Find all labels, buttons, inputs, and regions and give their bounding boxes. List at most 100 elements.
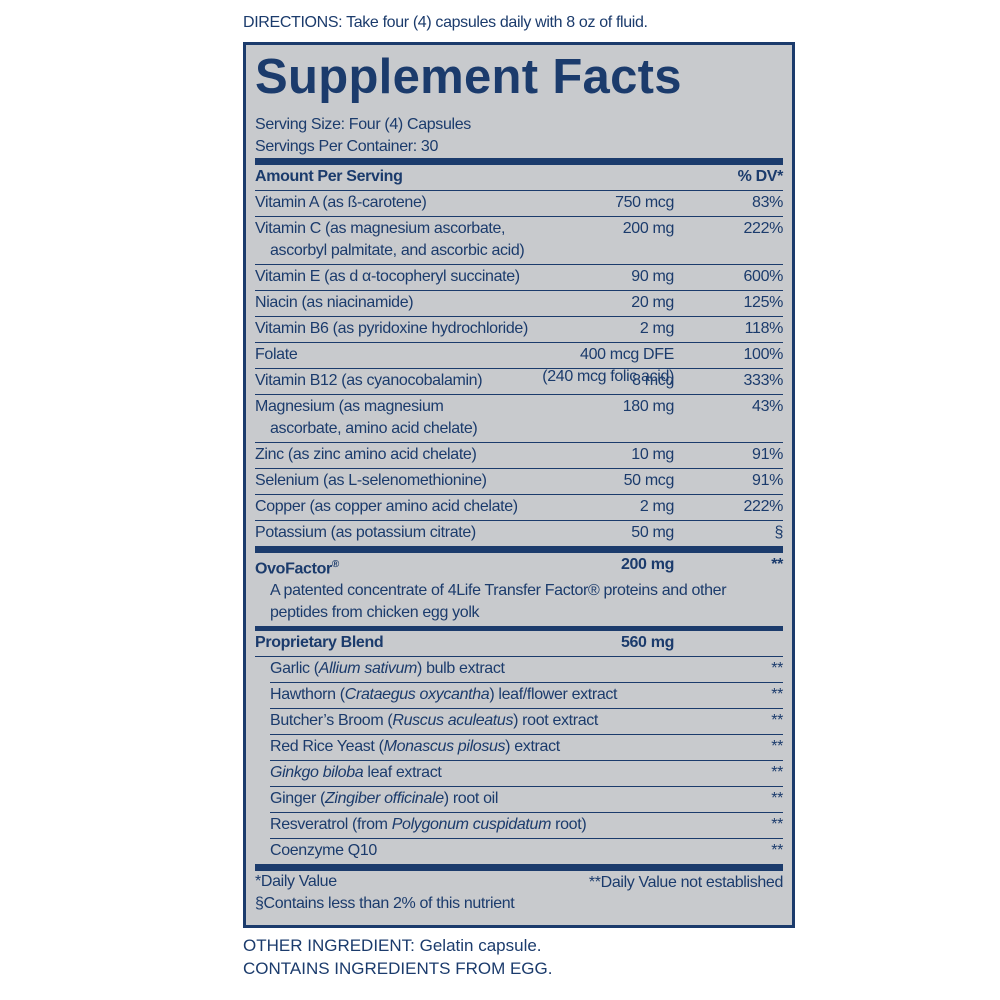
ingredient-row: Hawthorn (Crataegus oxycantha) leaf/flow… [270,683,783,710]
nutrient-amount-cell: 2 mg [639,496,675,518]
nutrient-name: ascorbyl palmitate, and ascorbic acid) [270,242,525,259]
registered-mark: ® [331,559,339,570]
nutrient-row: Vitamin C (as magnesium ascorbate, ascorb… [255,217,783,265]
facts-panel: Supplement Facts Serving Size: Four (4) C… [243,42,795,928]
ingredient-name: Resveratrol (from Polygonum cuspidatum r… [270,814,783,836]
nutrient-amount: 10 mg [631,446,674,463]
nutrient-dv: 43% [752,398,783,415]
nutrient-amount: 200 mg [622,220,675,237]
ovofactor-name: OvoFactor [255,560,332,578]
ingredient-name-part: ) extract [505,738,560,756]
ingredient-name-part: Ginkgo biloba [270,764,364,782]
ingredient-row: Ginkgo biloba leaf extract ** [270,761,783,788]
nutrient-dv: 600% [743,268,783,285]
ingredient-name: Garlic (Allium sativum) bulb extract [270,658,783,680]
nutrient-amount-cell: 750 mcg [615,192,674,214]
nutrient-dv: 83% [752,194,783,211]
thick-rule [255,626,783,632]
ingredient-name-part: leaf extract [363,764,442,782]
ingredient-name-part: ) leaf/flower extract [489,686,618,704]
nutrient-dv: 91% [752,446,783,463]
nutrient-dv: 91% [752,472,783,489]
nutrient-amount-cell: 180 mg [623,396,675,418]
nutrient-amount: 2 mg [639,498,675,515]
ingredient-name-part: Ruscus aculeatus [392,712,514,730]
nutrient-amount-cell: 10 mg [631,444,674,466]
ingredient-dv: ** [771,686,783,704]
nutrient-row: Niacin (as niacinamide) 20 mg 125% [255,291,783,317]
ingredient-row: Red Rice Yeast (Monascus pilosus) extrac… [270,735,783,762]
directions: DIRECTIONS: Take four (4) capsules daily… [243,14,648,31]
nutrient-amount: 400 mcg DFE [580,346,674,363]
footnote-daily-value: *Daily Value [255,873,337,891]
nutrient-amount-cell: 90 mg [631,266,674,288]
ingredient-row: Garlic (Allium sativum) bulb extract ** [270,657,783,684]
ingredient-name-part: Coenzyme Q10 [270,842,377,860]
ingredient-name-part: ) root extract [513,712,599,730]
allergen: CONTAINS INGREDIENTS FROM EGG. [243,959,553,978]
nutrient-row: Vitamin E (as d α-tocopheryl succinate) 9… [255,265,783,291]
footnote-less-than: §Contains less than 2% of this nutrient [255,895,515,913]
nutrient-name: Vitamin B12 (as cyanocobalamin) [255,372,483,389]
ingredient-name-part: Zingiber officinale [325,790,444,808]
nutrient-row: Selenium (as L-selenomethionine) 50 mcg 91… [255,469,783,495]
nutrient-row: Vitamin B12 (as cyanocobalamin) 8 mcg 333% [255,369,783,395]
ingredient-row: Ginger (Zingiber officinale) root oil ** [270,787,783,814]
facts-content: Supplement Facts Serving Size: Four (4) C… [255,45,783,915]
ovofactor-amount: 200 mg [620,556,674,573]
ingredient-name: Ginger (Zingiber officinale) root oil [270,788,783,810]
ingredient-name: Coenzyme Q10 [270,840,783,862]
ingredient-name-part: root) [551,816,587,834]
nutrient-name: Selenium (as L-selenomethionine) [255,472,487,489]
nutrient-row: Copper (as copper amino acid chelate) 2 m… [255,495,783,521]
title: Supplement Facts [255,50,682,104]
nutrient-name: Vitamin E (as d α-tocopheryl succinate) [255,268,520,285]
ingredient-name-part: Polygonum cuspidatum [391,816,552,834]
nutrient-amount: 2 mg [639,320,675,337]
footnote-line: *Daily Value **Daily Value not establishe… [255,871,783,893]
ovofactor-description: peptides from chicken egg yolk [270,604,480,622]
nutrient-amount: 8 mcg [632,372,674,389]
header-row: Amount Per Serving % DV* [255,165,783,191]
ingredient-dv: ** [771,660,783,678]
ingredient-dv: ** [771,816,783,834]
nutrient-amount: 20 mg [631,294,674,311]
nutrient-row: Vitamin B6 (as pyridoxine hydrochloride)… [255,317,783,343]
nutrient-row: Potassium (as potassium citrate) 50 mg § [255,521,783,546]
nutrient-name: Folate [255,346,298,363]
ingredient-name-part: Butcher’s Broom ( [270,712,393,730]
nutrient-amount-cell: 50 mcg [623,470,675,492]
ingredient-name-part: Monascus pilosus [383,738,506,756]
ingredient-name-part: Allium sativum [318,660,418,678]
ingredient-name-part: ) bulb extract [417,660,505,678]
ingredient-name-part: Resveratrol (from [270,816,392,834]
header-amount: Amount Per Serving [255,168,403,185]
ovofactor-dv: ** [771,556,783,573]
nutrient-amount-cell: 50 mg [631,522,674,544]
nutrient-dv: 100% [743,346,783,363]
blend-row: Proprietary Blend 560 mg [255,631,783,658]
ingredient-name-part: Red Rice Yeast ( [270,738,384,756]
ingredient-name: Ginkgo biloba leaf extract [270,762,783,784]
nutrient-name: Copper (as copper amino acid chelate) [255,498,518,515]
nutrient-row: Magnesium (as magnesium ascorbate, amino … [255,395,783,443]
nutrient-amount: 50 mcg [623,472,675,489]
nutrient-amount-cell: 200 mg [622,218,675,240]
nutrient-amount-cell: 8 mcg [632,370,674,392]
header-dv: % DV* [737,168,784,185]
nutrient-row: Folate 400 mcg DFE (240 mcg folic acid) 100… [255,343,783,385]
ingredient-dv: ** [771,764,783,782]
ingredient-name: Butcher’s Broom (Ruscus aculeatus) root … [270,710,783,732]
ingredient-dv: ** [771,738,783,756]
ingredient-name: Hawthorn (Crataegus oxycantha) leaf/flow… [270,684,783,706]
nutrient-name: ascorbate, amino acid chelate) [270,420,478,437]
ovofactor-name-line: OvoFactor® [255,554,783,580]
nutrient-name: Vitamin B6 (as pyridoxine hydrochloride) [255,320,528,337]
nutrient-dv: 222% [743,498,783,515]
ingredient-dv: ** [771,842,783,860]
ingredient-name-part: Garlic ( [270,660,319,678]
nutrient-name: Vitamin A (as ß-carotene) [255,194,427,211]
blend-name: Proprietary Blend [255,634,384,652]
nutrient-dv: § [774,524,783,541]
